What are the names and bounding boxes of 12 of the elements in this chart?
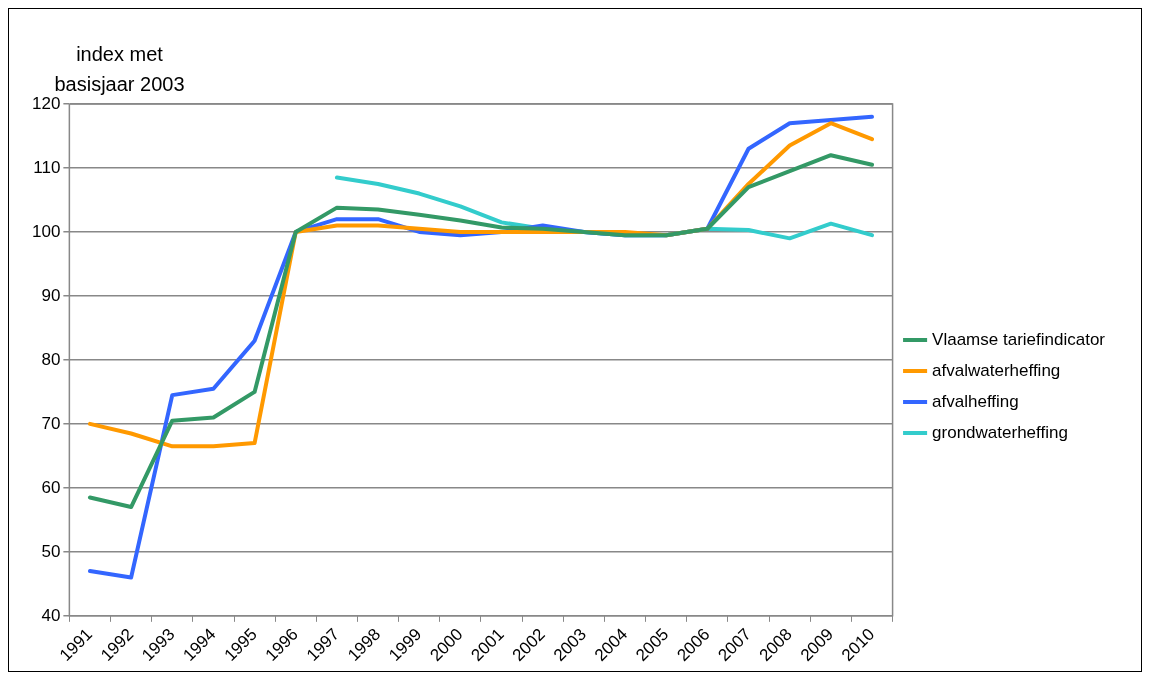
- legend-label: Vlaamse tariefindicator: [932, 329, 1106, 349]
- legend-label: afvalheffing: [932, 391, 1019, 411]
- y-tick-label: 100: [31, 221, 61, 241]
- y-tick-label: 60: [41, 477, 61, 497]
- y-tick-label: 70: [41, 413, 61, 433]
- legend-label: grondwaterheffing: [932, 422, 1068, 442]
- y-tick-label: 40: [41, 605, 61, 625]
- y-tick-label: 110: [33, 157, 61, 177]
- legend-label: afvalwaterheffing: [932, 360, 1061, 380]
- y-tick-label: 80: [41, 349, 61, 369]
- y-tick-label: 50: [41, 541, 61, 561]
- y-tick-label: 90: [41, 285, 61, 305]
